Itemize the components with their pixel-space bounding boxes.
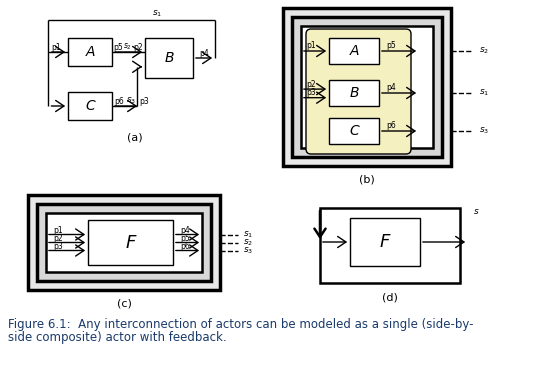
Bar xyxy=(68,38,112,66)
Text: p1: p1 xyxy=(306,42,316,50)
Bar xyxy=(329,118,379,144)
Text: C: C xyxy=(349,124,359,138)
Text: p4: p4 xyxy=(199,48,209,57)
Text: $s_1$: $s_1$ xyxy=(153,9,162,19)
Text: $s$: $s$ xyxy=(473,208,480,217)
Text: Figure 6.1:  Any interconnection of actors can be modeled as a single (side-by-: Figure 6.1: Any interconnection of actor… xyxy=(8,318,474,331)
Text: F: F xyxy=(125,234,136,251)
Text: side composite) actor with feedback.: side composite) actor with feedback. xyxy=(8,331,227,344)
Bar xyxy=(88,220,173,265)
Text: B: B xyxy=(349,86,359,100)
FancyBboxPatch shape xyxy=(306,29,411,154)
Text: p2: p2 xyxy=(133,43,143,52)
Text: (c): (c) xyxy=(117,298,131,308)
Bar xyxy=(145,38,193,78)
Text: (d): (d) xyxy=(382,292,398,302)
Bar xyxy=(320,208,460,283)
Bar xyxy=(68,92,112,120)
Text: p3: p3 xyxy=(139,97,149,106)
Text: A: A xyxy=(349,44,359,58)
Text: p6: p6 xyxy=(180,242,190,251)
Bar xyxy=(37,204,211,281)
Text: p1: p1 xyxy=(51,43,61,52)
Text: $s_3$: $s_3$ xyxy=(126,96,136,106)
Text: $s_2$: $s_2$ xyxy=(123,42,131,52)
Text: $s_2$: $s_2$ xyxy=(243,237,253,248)
Text: $s_2$: $s_2$ xyxy=(479,46,489,56)
Text: $s_3$: $s_3$ xyxy=(479,126,489,136)
Bar xyxy=(28,195,220,290)
Text: p5: p5 xyxy=(180,234,190,243)
Text: (b): (b) xyxy=(359,175,375,185)
Text: p2: p2 xyxy=(306,80,316,88)
Text: p5: p5 xyxy=(113,43,123,52)
Text: C: C xyxy=(85,99,95,113)
Text: p2: p2 xyxy=(53,234,63,243)
Bar xyxy=(329,38,379,64)
Text: p3: p3 xyxy=(53,242,63,251)
Text: p4: p4 xyxy=(386,83,396,92)
Text: B: B xyxy=(164,51,174,65)
Text: p1: p1 xyxy=(53,226,63,235)
Text: F: F xyxy=(380,233,390,251)
Text: p4: p4 xyxy=(180,226,190,235)
Bar xyxy=(350,218,420,266)
Bar xyxy=(329,80,379,106)
Bar xyxy=(46,213,202,272)
Bar xyxy=(292,17,442,157)
Text: p6: p6 xyxy=(114,97,124,106)
Text: p3: p3 xyxy=(306,88,316,97)
Text: p5: p5 xyxy=(386,42,396,50)
Text: p6: p6 xyxy=(386,121,396,130)
Text: $s_1$: $s_1$ xyxy=(243,229,253,240)
Bar xyxy=(301,26,433,148)
Text: $s_3$: $s_3$ xyxy=(243,245,253,256)
Bar xyxy=(283,8,451,166)
Text: A: A xyxy=(85,45,95,59)
Text: $s_1$: $s_1$ xyxy=(479,88,489,98)
Text: (a): (a) xyxy=(127,133,143,143)
